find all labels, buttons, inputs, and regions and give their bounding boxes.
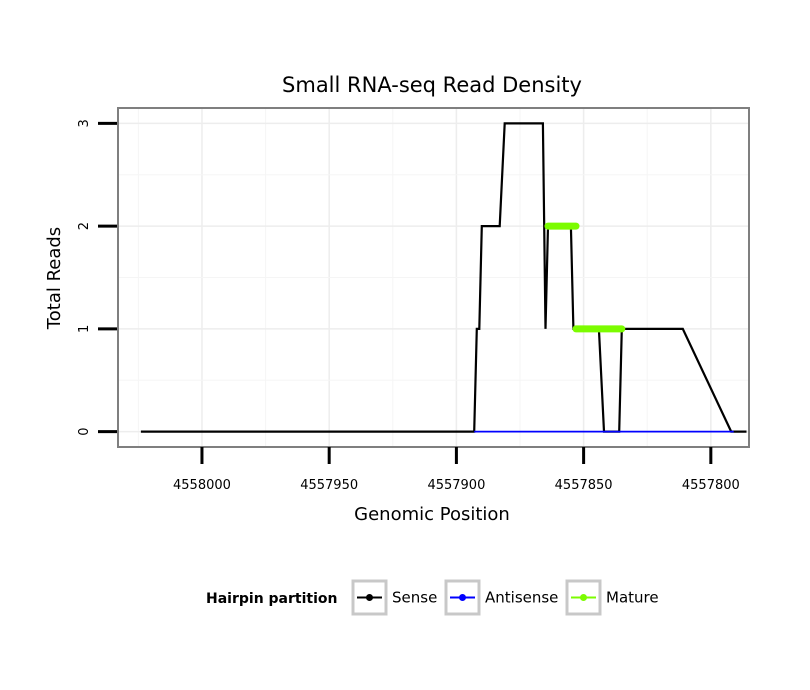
x-tick-label-4557900: 4557900 <box>427 478 485 493</box>
y-tick-label-2: 2 <box>77 222 92 230</box>
x-tick-label-4558000: 4558000 <box>173 478 231 493</box>
legend-title: Hairpin partition <box>206 591 337 607</box>
y-tick-label-0: 0 <box>77 427 92 435</box>
legend-item-antisense: Antisense <box>444 579 558 616</box>
legend-key-dot-antisense <box>459 594 466 601</box>
y-tick-label-3: 3 <box>77 119 92 127</box>
series-group <box>140 122 747 433</box>
plot-panel: 4558000 4557950 4557900 4557850 4557800 0 1 2 3 <box>77 107 750 493</box>
legend: Hairpin partition Sense Antisense Mature <box>206 579 659 616</box>
x-tick-label-4557850: 4557850 <box>555 478 613 493</box>
axes: 4558000 4557950 4557900 4557850 4557800 0 1 2 3 <box>77 119 740 493</box>
x-axis-title: Genomic Position <box>354 504 510 525</box>
legend-item-mature: Mature <box>565 579 659 616</box>
chart-title: Small RNA-seq Read Density <box>282 73 582 97</box>
y-axis-title: Total Reads <box>44 227 65 330</box>
x-tick-label-4557800: 4557800 <box>682 478 740 493</box>
grid <box>118 108 749 447</box>
legend-key-dot-sense <box>366 594 373 601</box>
legend-label-mature: Mature <box>606 589 659 607</box>
legend-key-dot-mature <box>580 594 587 601</box>
x-tick-label-4557950: 4557950 <box>300 478 358 493</box>
y-tick-label-1: 1 <box>77 325 92 333</box>
panel-border <box>117 107 750 448</box>
legend-item-sense: Sense <box>351 579 437 616</box>
legend-label-antisense: Antisense <box>485 589 558 607</box>
legend-label-sense: Sense <box>392 589 437 607</box>
